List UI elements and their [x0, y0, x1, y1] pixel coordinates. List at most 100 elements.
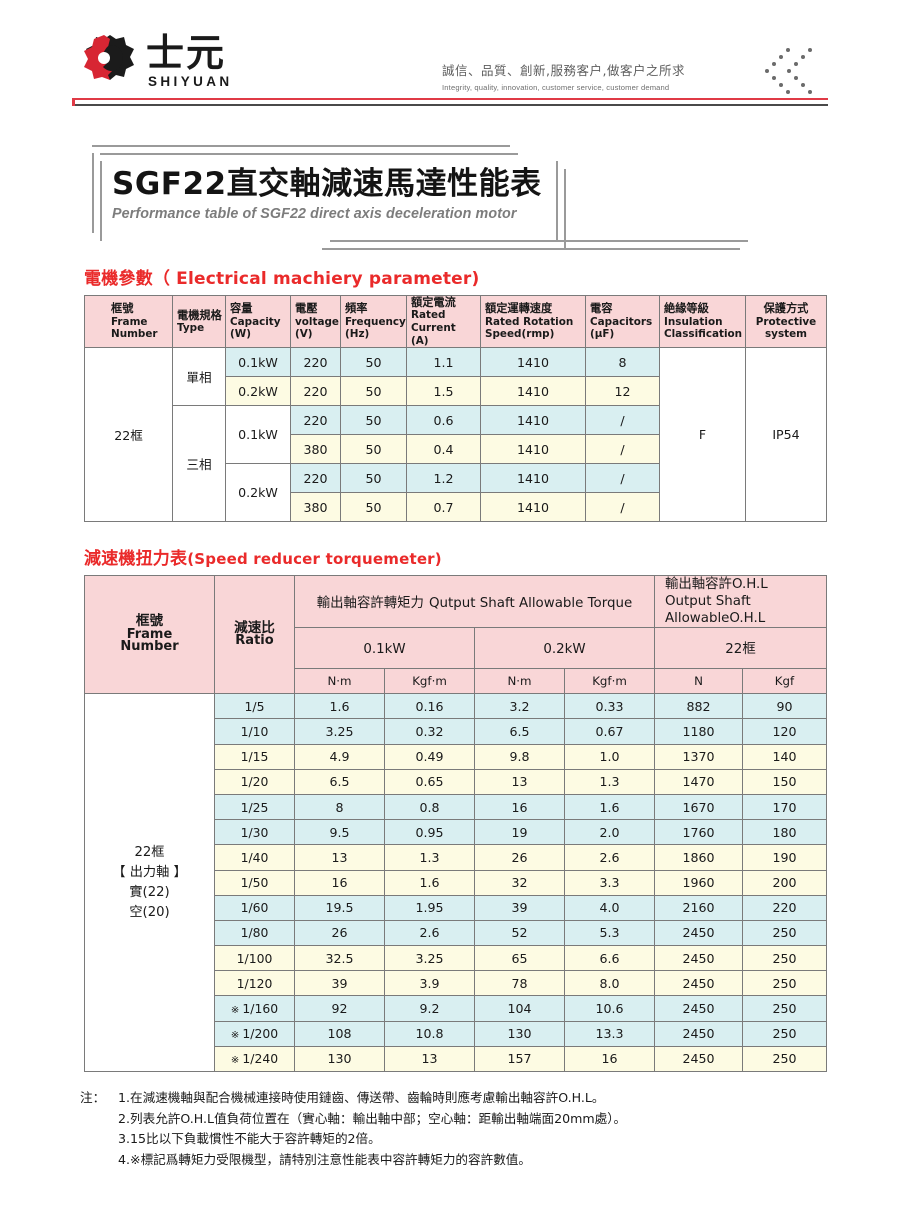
cell-frequency: 50 — [340, 463, 407, 494]
cell-torque-kgfm-02: 0.67 — [564, 718, 655, 745]
col-group-ohl: 輸出軸容許O.H.L Output Shaft AllowableO.H.L — [654, 575, 827, 629]
page-subtitle: Performance table of SGF22 direct axis d… — [112, 206, 517, 222]
electrical-parameter-table: 框號 Frame Number 電機規格 Type 容量 Capacity (W… — [84, 294, 827, 523]
frame-label-line: 22框 — [134, 844, 165, 860]
col-label-en: voltage — [295, 315, 339, 328]
col-label-cn: 電機規格 — [177, 308, 222, 322]
table-row: 1/20 6.5 0.65 13 1.3 1470 150 — [85, 768, 827, 795]
cell-capacitor: 8 — [585, 347, 660, 378]
cell-voltage: 380 — [290, 434, 341, 465]
col-label-en: Frame — [126, 626, 173, 642]
col-frame-number: 框號 Frame Number — [84, 294, 173, 349]
cell-reduction-ratio: 1/100 — [214, 945, 295, 972]
col-frequency: 頻率 Frequency (Hz) — [340, 294, 407, 349]
cell-capacitor: / — [585, 434, 660, 465]
col-unit-kgfm-01: Kgf·m — [384, 668, 475, 695]
cell-ohl-kgf: 90 — [742, 693, 827, 720]
header-rule — [72, 103, 828, 106]
cell-ohl-n: 1860 — [654, 844, 743, 871]
cell-torque-kgfm-02: 4.0 — [564, 894, 655, 921]
cell-reduction-ratio: 1/10 — [214, 718, 295, 745]
cell-ohl-n: 2160 — [654, 894, 743, 921]
cell-ohl-kgf: 180 — [742, 819, 827, 846]
double-chevron-left-dots-icon — [760, 48, 832, 94]
cell-torque-nm-02: 39 — [474, 894, 565, 921]
col-type: 電機規格 Type — [172, 294, 226, 349]
table-row: 1/40 13 1.3 26 2.6 1860 190 — [85, 844, 827, 871]
col-label-en: Insulation — [664, 315, 723, 328]
cell-voltage: 380 — [290, 492, 341, 523]
subgroup-label: 22框 — [725, 642, 756, 658]
table-header-row: N·m Kgf·m N·m Kgf·m N Kgf — [85, 668, 827, 695]
cell-reduction-ratio: 1/20 — [214, 768, 295, 795]
cell-ohl-n: 2450 — [654, 970, 743, 997]
cell-torque-kgfm-01: 1.3 — [384, 844, 475, 871]
title-frame-line — [100, 161, 102, 241]
cell-voltage: 220 — [290, 376, 341, 407]
cell-reduction-ratio: 1/60 — [214, 894, 295, 921]
cell-reduction-ratio: ※ 1/160 — [214, 995, 295, 1022]
cell-ohl-kgf: 200 — [742, 869, 827, 896]
cell-torque-nm-01: 130 — [294, 1045, 385, 1073]
col-label-cn: 絶緣等級 — [664, 302, 709, 316]
section-heading-torque: 減速機扭力表(Speed reducer torquemeter) — [84, 544, 900, 569]
title-frame-line — [556, 161, 558, 241]
section1-heading-cn: 電機參數 — [84, 269, 153, 289]
cell-torque-nm-02: 6.5 — [474, 718, 565, 745]
table-row: 1/120 39 3.9 78 8.0 2450 250 — [85, 970, 827, 997]
cell-torque-nm-02: 130 — [474, 1020, 565, 1047]
cell-torque-nm-02: 9.8 — [474, 743, 565, 770]
cell-reduction-ratio: ※ 1/200 — [214, 1020, 295, 1047]
col-label-en: (A) — [411, 334, 429, 347]
group-label-cn: 輸出軸容許轉矩力 — [316, 595, 424, 611]
table-row: 1/50 16 1.6 32 3.3 1960 200 — [85, 869, 827, 896]
col-label-en: (W) — [230, 328, 251, 341]
cell-torque-kgfm-01: 1.6 — [384, 869, 475, 896]
cell-current: 0.6 — [406, 405, 481, 436]
col-label-en: Classification — [664, 328, 743, 341]
col-subgroup-0-1kw: 0.1kW — [294, 627, 475, 670]
header-rule-tick — [72, 98, 75, 106]
col-unit-n: N — [654, 668, 743, 695]
footnotes: 注： 1.在減速機軸與配合機械連接時使用鏈齒、傳送帶、齒輪時則應考慮輸出軸容許O… — [80, 1088, 900, 1170]
cell-torque-kgfm-01: 3.25 — [384, 945, 475, 972]
cell-voltage: 220 — [290, 405, 341, 436]
col-label-cn: 容量 — [230, 302, 253, 316]
cell-torque-nm-01: 26 — [294, 919, 385, 947]
col-label-cn: 電壓 — [295, 302, 318, 316]
cell-insulation: F — [659, 347, 746, 523]
cell-current: 1.5 — [406, 376, 481, 407]
cell-speed: 1410 — [480, 434, 586, 465]
section-heading-electrical: 電機參數（ Electrical machiery parameter) — [84, 264, 900, 289]
cell-frame-number: 22框 — [84, 347, 173, 523]
cell-torque-kgfm-01: 2.6 — [384, 919, 475, 947]
table-row: ※ 1/160 92 9.2 104 10.6 2450 250 — [85, 995, 827, 1022]
cell-ohl-kgf: 250 — [742, 995, 827, 1022]
col-label-en: Current — [411, 322, 456, 334]
title-frame-line — [564, 169, 566, 249]
brand-name-en: SHIYUAN — [148, 74, 233, 89]
table-header-row: 框號 Frame Number 減速比 Ratio 輸出軸容許轉矩力 Qutpu… — [84, 575, 827, 695]
col-label-cn: 額定運轉速度 — [485, 302, 553, 316]
cell-capacitor: / — [585, 463, 660, 494]
col-label-en: Capacity — [230, 315, 281, 328]
col-unit-nm-02: N·m — [474, 668, 565, 695]
cell-reduction-ratio: ※ 1/240 — [214, 1045, 295, 1073]
col-label-en: Speed(rmp) — [485, 328, 555, 341]
col-rated-speed: 額定運轉速度 Rated Rotation Speed(rmp) — [480, 294, 586, 349]
cell-ohl-n: 882 — [654, 693, 743, 720]
cell-ohl-kgf: 250 — [742, 919, 827, 947]
footnote-item: 2.列表允許O.H.L值負荷位置在（實心軸：輸出軸中部；空心軸：距輸出軸端面20… — [118, 1110, 627, 1126]
cell-speed: 1410 — [480, 347, 586, 378]
cell-torque-kgfm-01: 9.2 — [384, 995, 475, 1022]
page-header: 士元 SHIYUAN 誠信、品質、創新,服務客户,做客户之所求 Integrit… — [0, 0, 900, 118]
col-label-cn: 電容 — [590, 302, 613, 316]
table-row: 380 50 0.7 1410 / — [85, 492, 827, 523]
cell-torque-nm-02: 16 — [474, 793, 565, 821]
cell-torque-kgfm-01: 0.49 — [384, 743, 475, 770]
cell-torque-kgfm-01: 10.8 — [384, 1020, 475, 1047]
cell-torque-kgfm-01: 13 — [384, 1045, 475, 1073]
tagline-en: Integrity, quality, innovation, customer… — [442, 83, 670, 92]
cell-speed: 1410 — [480, 405, 586, 436]
cell-ohl-n: 1760 — [654, 819, 743, 846]
